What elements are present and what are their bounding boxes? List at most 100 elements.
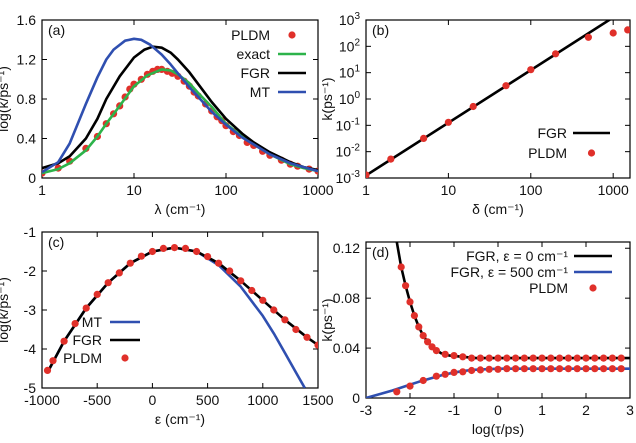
data-point — [573, 365, 581, 373]
legend-label: FGR — [240, 65, 270, 81]
legend-swatch — [589, 284, 597, 292]
data-point — [60, 337, 68, 345]
data-point — [556, 354, 564, 362]
data-point — [237, 277, 245, 285]
y-tick-label: -4 — [24, 341, 37, 357]
data-point — [226, 267, 234, 275]
y-tick-label: 100 — [339, 90, 361, 107]
panel-2: 1 10 100 1000 10-3 10-2 10-1 100 101 102 103 (b) δ (… — [319, 11, 631, 217]
data-point — [432, 372, 440, 380]
y-tick-label: 0.8 — [17, 91, 37, 107]
data-point — [115, 269, 123, 277]
data-point — [126, 259, 134, 267]
data-point — [281, 316, 289, 324]
x-tick-label: -500 — [83, 392, 111, 408]
y-tick-label: 1.6 — [17, 12, 37, 28]
legend-label: PLDM — [231, 27, 270, 43]
data-point — [181, 244, 190, 252]
data-point — [520, 365, 529, 373]
data-point — [494, 354, 502, 362]
data-point — [584, 33, 593, 41]
y-tick-label: 103 — [339, 11, 361, 28]
y-tick-label: 10-3 — [336, 169, 361, 186]
legend-label: MT — [82, 314, 103, 330]
x-tick-label: 1500 — [302, 392, 333, 408]
data-point — [609, 29, 617, 37]
x-tick-label: -1 — [448, 402, 461, 418]
legend-swatch — [288, 31, 296, 39]
data-point — [468, 366, 476, 375]
x-tick-label: 1000 — [598, 182, 629, 198]
y-tick-label: 101 — [339, 64, 361, 81]
x-tick-label: 1 — [362, 182, 370, 198]
y-tick-label: 10-2 — [336, 143, 361, 160]
y-tick-label: 0.08 — [333, 290, 360, 306]
data-point — [292, 325, 300, 334]
data-point — [520, 354, 529, 362]
data-point — [617, 354, 625, 362]
data-point — [441, 350, 449, 358]
data-point — [511, 354, 520, 362]
panel-label: (b) — [372, 22, 389, 38]
data-point — [248, 286, 256, 295]
data-point — [538, 365, 546, 373]
x-tick-label: -3 — [360, 402, 373, 418]
legend-swatch — [587, 149, 596, 157]
data-point — [600, 354, 608, 362]
data-point — [529, 365, 537, 373]
data-point — [459, 353, 467, 361]
y-tick-label: 0.4 — [17, 131, 37, 147]
data-point — [270, 306, 278, 314]
data-point — [410, 312, 418, 320]
panel-label: (c) — [48, 234, 64, 250]
x-tick-label: 0 — [494, 402, 502, 418]
data-point — [564, 365, 573, 373]
legend-label: FGR, ε = 0 cm⁻¹ — [466, 248, 568, 264]
data-point — [444, 118, 452, 126]
data-point — [476, 354, 484, 362]
y-tick-label: -3 — [24, 302, 37, 318]
data-point — [450, 368, 458, 376]
data-point — [547, 354, 555, 362]
data-point — [556, 365, 564, 373]
data-point — [137, 252, 145, 260]
data-point — [419, 332, 427, 340]
x-tick-label: -2 — [404, 402, 417, 418]
legend-swatch — [121, 354, 129, 362]
y-axis-label: log(k/ps⁻¹) — [0, 277, 11, 343]
data-point — [441, 370, 449, 378]
data-point — [591, 365, 599, 373]
data-point — [608, 365, 617, 373]
x-tick-label: 1 — [38, 182, 46, 198]
legend-label: FGR — [72, 332, 102, 348]
data-point — [503, 354, 511, 362]
data-point — [494, 365, 502, 373]
y-tick-label: -5 — [24, 380, 37, 396]
legend-label: FGR — [537, 125, 567, 141]
data-point — [415, 323, 423, 331]
panel-4: -3 -2 -1 0 1 2 3 0 0.04 0.08 0.12 (d) log(τ/ps) k(ps⁻… — [319, 240, 634, 437]
x-axis-label: ε (cm⁻¹) — [155, 411, 205, 427]
legend-label: exact — [237, 46, 271, 62]
data-point — [538, 354, 546, 362]
data-point — [469, 102, 477, 111]
data-point — [591, 354, 599, 362]
panel-label: (a) — [48, 22, 65, 38]
y-axis-label: k(ps⁻¹) — [319, 77, 335, 120]
data-point — [259, 296, 267, 304]
x-tick-label: 0 — [149, 392, 157, 408]
data-point — [529, 354, 537, 362]
x-tick-label: 10 — [441, 182, 457, 198]
x-tick-label: 100 — [214, 182, 238, 198]
data-point — [204, 253, 212, 261]
data-point — [468, 354, 476, 362]
x-tick-label: 3 — [626, 402, 634, 418]
data-point — [564, 354, 573, 362]
y-tick-label: 10-1 — [336, 116, 361, 133]
y-axis-label: log(k/ps⁻¹) — [0, 66, 11, 132]
data-point — [527, 66, 535, 74]
data-point — [617, 365, 625, 373]
x-tick-label: 100 — [519, 182, 543, 198]
data-point — [582, 365, 590, 373]
